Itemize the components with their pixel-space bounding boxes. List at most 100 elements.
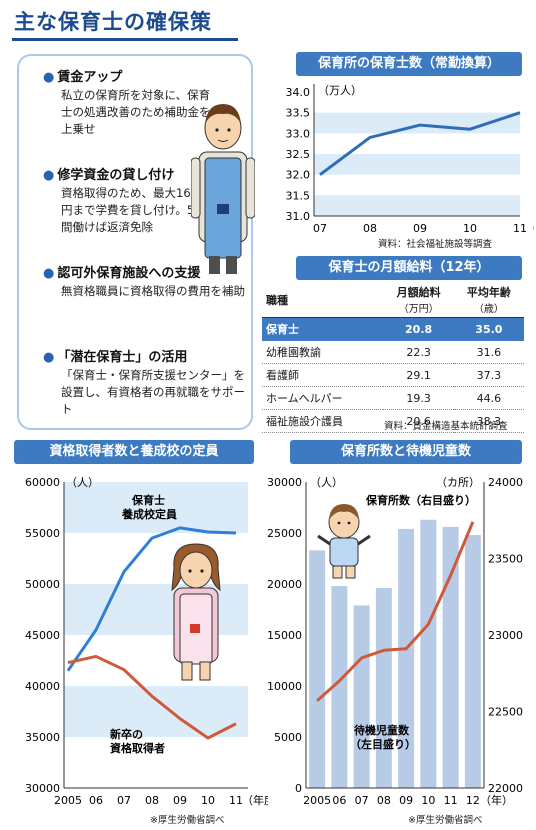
chart1-y-tick-label: 31.5 — [286, 189, 311, 202]
chart2-x-tick-label: 11 — [229, 794, 243, 807]
cell-age: 37.3 — [453, 363, 524, 387]
chart2-y-tick-label: 45000 — [25, 629, 60, 642]
support-item-latent: ● 「潜在保育士」の活用 「保育士・保育所支援センター」を設置し、有資格者の再就職… — [43, 346, 258, 418]
support-item-title: 賃金アップ — [57, 70, 123, 85]
chart2-y-tick-label: 50000 — [25, 578, 60, 591]
chart3-y-tick-label-right: 22000 — [488, 782, 523, 795]
chart3-svg: 0 5000 10000 15000 20000 25000 30000 22000 22500… — [267, 476, 523, 807]
chart3-bar — [442, 526, 459, 788]
cell-age: 38.3 — [453, 409, 524, 433]
chart2-x-tick-label: 2005 — [54, 794, 82, 807]
salary-table-title: 保育士の月額給料（12年） — [296, 256, 522, 280]
chart1-series-line — [319, 111, 521, 176]
chart1-title: 保育所の保育士数（常勤換算） — [296, 52, 522, 76]
chart3-series-label: 保育所数（右目盛り） — [365, 493, 476, 507]
chart3-y-tick-label-left: 20000 — [267, 578, 302, 591]
chart2-x-tick-label: 09 — [173, 794, 187, 807]
cell-salary: 29.1 — [383, 363, 454, 387]
chart1-x-tick-label: 08 — [363, 222, 377, 235]
child-arm — [357, 534, 371, 546]
support-measures-panel: ● 賃金アップ 私立の保育所を対象に、保育士の処遇改善のため補助金を上乗せ ● 修学… — [17, 54, 255, 430]
child-arm — [317, 534, 331, 546]
chart2-x-tick-label: 06 — [89, 794, 103, 807]
cell-age: 44.6 — [453, 386, 524, 410]
salary-table: 職種 月額給料 （万円） 平均年齢 （歳） 保育士 20.8 35.0 幼稚園教諭 … — [262, 282, 524, 433]
page-title: 主な保育士の確保策 — [14, 10, 212, 34]
chart1-x-unit: （年） — [526, 221, 534, 235]
chart3-x-tick-label: 2005 — [303, 794, 331, 807]
chart2-band — [64, 482, 248, 533]
chart3-x-tick-label: 11 — [444, 794, 458, 807]
header-job: 職種 — [262, 282, 384, 318]
chart2-series-line-1 — [66, 526, 237, 672]
chart3-bar — [464, 535, 481, 788]
female-caregiver-illustration — [171, 543, 221, 681]
cell-job: 福祉施設介護員 — [262, 409, 384, 433]
chart3-bar — [331, 586, 348, 788]
support-item-body: 無資格職員に資格取得の費用を補助 — [61, 284, 245, 298]
chart2-y-tick-label: 35000 — [25, 731, 60, 744]
title-underline — [12, 38, 238, 41]
chart1-x-tick-label: 10 — [463, 222, 477, 235]
child-body — [329, 537, 359, 567]
bullet-icon: ● — [43, 266, 55, 281]
support-item-title: 認可外保育施設への支援 — [57, 266, 201, 281]
support-item-body: 私立の保育所を対象に、保育士の処遇改善のため補助金を上乗せ — [61, 88, 211, 136]
salary-table-source: 資料：賃金構造基本統計調査 — [384, 421, 508, 432]
chart3-y-tick-label-left: 0 — [295, 782, 302, 795]
girl-pocket — [190, 624, 200, 633]
chart2-source: ※厚生労働省調べ — [150, 815, 225, 826]
male-caregiver-illustration — [191, 104, 255, 274]
girl-face — [179, 551, 213, 589]
chart3-y-tick-label-right: 22500 — [488, 706, 523, 719]
chart3-y-tick-label-left: 10000 — [267, 680, 302, 693]
chart1-svg: 31.0 31.5 32.0 32.5 33.0 33.5 34.0 （万人） 07 08 09 10… — [286, 84, 534, 235]
chart2-series-line-2 — [67, 654, 237, 740]
chart1-y-tick-label: 33.5 — [286, 107, 311, 120]
chart2-x-tick-label: 08 — [145, 794, 159, 807]
chart1-y-tick-label: 32.0 — [286, 169, 311, 182]
chart1-y-tick-label: 31.0 — [286, 210, 311, 223]
chart2-x-tick-label: 10 — [201, 794, 215, 807]
chart1-y-tick-label: 34.0 — [286, 86, 311, 99]
chart3-bar — [420, 519, 437, 788]
cell-job: ホームヘルパー — [262, 386, 384, 410]
chart3-y-tick-label-left: 30000 — [267, 476, 302, 489]
chart1-y-tick-label: 33.0 — [286, 127, 311, 140]
chart1-x-tick-label: 09 — [413, 222, 427, 235]
chart1-y-unit: （万人） — [318, 84, 362, 97]
chart3-bar — [398, 528, 415, 788]
bullet-icon: ● — [43, 70, 55, 85]
chart3-bar — [375, 588, 392, 788]
child-illustration — [317, 504, 371, 579]
chart2-svg: 30000 35000 40000 45000 50000 55000 60000 （人） 20… — [25, 476, 268, 807]
table-row: 保育士 20.8 35.0 — [262, 317, 524, 341]
girl-leg — [181, 661, 193, 681]
child-eye — [347, 521, 351, 525]
cell-job: 看護師 — [262, 363, 384, 387]
table-row: ホームヘルパー 19.3 44.6 — [262, 386, 524, 410]
girl-eye — [188, 569, 192, 573]
child-eye — [337, 521, 341, 525]
support-item-body: 「保育士・保育所支援センター」を設置し、有資格者の再就職をサポート — [61, 368, 245, 416]
table-row: 看護師 29.1 37.3 — [262, 363, 524, 387]
support-item-wage: ● 賃金アップ 私立の保育所を対象に、保育士の処遇改善のため補助金を上乗せ — [43, 66, 258, 138]
chart1-band — [314, 195, 520, 216]
chart1-y-tick-label: 32.5 — [286, 148, 311, 161]
chart3-y-tick-label-right: 24000 — [488, 476, 523, 489]
support-item-body: 資格取得のため、最大160万円まで学費を貸し付け。5年間働けば返済免除 — [61, 186, 210, 234]
girl-leg — [199, 661, 211, 681]
support-item-title: 修学資金の貸し付け — [57, 168, 175, 183]
chart1-band — [314, 154, 520, 175]
chart3-title: 保育所数と待機児童数 — [290, 440, 522, 464]
chart3-x-tick-label: 10 — [421, 794, 435, 807]
chart2-band — [64, 686, 248, 737]
table-row: 福祉施設介護員 20.6 38.3 — [262, 409, 524, 433]
chart3-bar — [309, 550, 326, 788]
header-salary: 月額給料 （万円） — [383, 282, 454, 318]
chart2-series-label: 養成校定員 — [122, 507, 177, 521]
chart3-y-tick-label-right: 23000 — [488, 629, 523, 642]
chart3-series-label: （左目盛り） — [350, 737, 416, 751]
chart2-series-label: 資格取得者 — [110, 741, 165, 755]
chart2-series-label: 新卒の — [110, 727, 143, 741]
